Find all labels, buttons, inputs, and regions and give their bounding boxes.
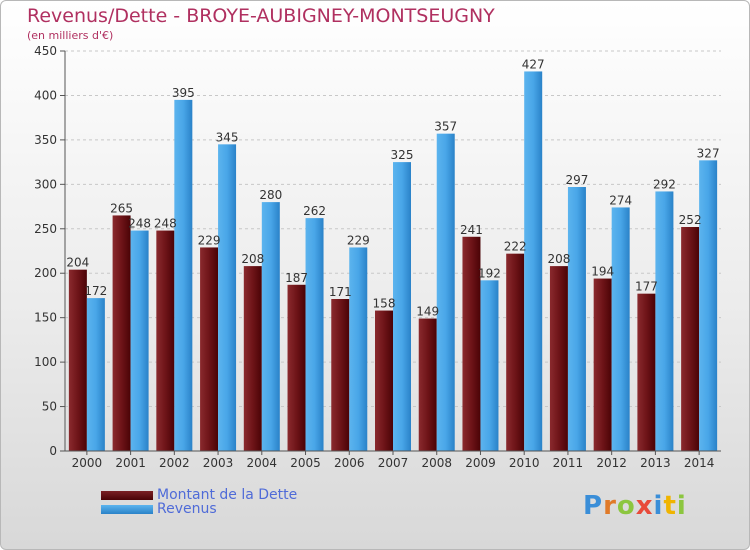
bar-revenus [174, 99, 193, 451]
data-label-dette: 177 [635, 280, 658, 294]
x-tick-label: 2013 [640, 456, 671, 470]
bar-dette [156, 230, 175, 451]
data-label-dette: 187 [285, 271, 308, 285]
data-label-revenus: 395 [172, 86, 195, 100]
bar-revenus [130, 230, 149, 451]
legend-label-revenus: Revenus [157, 501, 217, 517]
y-tick-label: 300 [34, 177, 57, 191]
data-label-revenus: 262 [303, 204, 326, 218]
data-label-dette: 222 [504, 240, 527, 254]
bar-dette [243, 266, 262, 451]
y-tick-label: 450 [34, 44, 57, 58]
data-label-dette: 194 [591, 265, 614, 279]
bar-revenus [349, 247, 368, 451]
data-label-dette: 158 [373, 297, 396, 311]
bar-revenus [86, 298, 105, 451]
data-label-dette: 171 [329, 285, 352, 299]
y-tick-label: 150 [34, 311, 57, 325]
data-label-revenus: 297 [565, 173, 588, 187]
data-label-revenus: 280 [259, 188, 282, 202]
data-label-dette: 149 [416, 305, 439, 319]
x-tick-label: 2001 [115, 456, 146, 470]
data-label-revenus: 172 [84, 284, 107, 298]
bar-revenus [218, 144, 237, 452]
data-label-dette: 248 [154, 217, 177, 231]
x-tick-label: 2007 [378, 456, 409, 470]
bar-dette [593, 278, 612, 451]
bar-revenus [611, 207, 630, 451]
x-tick-label: 2003 [203, 456, 234, 470]
x-tick-label: 2005 [290, 456, 321, 470]
bar-dette [68, 269, 87, 451]
chart-title: Revenus/Dette - BROYE-AUBIGNEY-MONTSEUGN… [27, 5, 495, 27]
data-label-dette: 204 [66, 256, 89, 270]
data-label-dette: 241 [460, 223, 483, 237]
data-label-revenus: 327 [697, 146, 720, 160]
bar-dette [506, 253, 525, 451]
x-tick-label: 2004 [247, 456, 278, 470]
data-label-revenus: 292 [653, 177, 676, 191]
bar-dette [112, 215, 131, 451]
x-tick-label: 2008 [421, 456, 452, 470]
y-tick-label: 400 [34, 88, 57, 102]
y-tick-label: 350 [34, 133, 57, 147]
bar-dette [287, 284, 306, 451]
y-tick-label: 200 [34, 266, 57, 280]
chart-subtitle: (en milliers d'€) [27, 29, 114, 42]
y-tick-label: 100 [34, 355, 57, 369]
y-tick-label: 250 [34, 222, 57, 236]
bar-dette [200, 247, 219, 451]
bar-revenus [699, 160, 718, 452]
bar-dette [331, 299, 350, 451]
data-label-revenus: 345 [216, 130, 239, 144]
bar-dette [418, 318, 437, 451]
bar-revenus [436, 133, 455, 451]
bar-revenus [261, 202, 280, 451]
bar-revenus [393, 162, 411, 451]
proxiti-logo: Proxiti [583, 491, 687, 521]
legend-swatch-revenus [101, 504, 153, 514]
legend-item-dette: Montant de la Dette [101, 487, 298, 503]
x-tick-label: 2014 [684, 456, 715, 470]
x-tick-label: 2009 [465, 456, 496, 470]
bar-dette [637, 293, 656, 451]
bar-dette [681, 227, 700, 451]
bar-dette [462, 236, 481, 451]
bar-revenus [567, 187, 586, 451]
data-label-revenus: 325 [391, 148, 414, 162]
x-tick-label: 2012 [596, 456, 627, 470]
x-tick-label: 2002 [159, 456, 190, 470]
data-label-revenus: 248 [128, 217, 151, 231]
x-tick-label: 2006 [334, 456, 365, 470]
data-label-dette: 252 [679, 213, 702, 227]
y-tick-label: 50 [42, 400, 57, 414]
data-label-dette: 208 [547, 252, 570, 266]
data-label-dette: 229 [198, 233, 221, 247]
bar-revenus [305, 218, 324, 451]
data-label-revenus: 357 [434, 120, 457, 134]
bar-dette [549, 266, 568, 451]
legend-item-revenus: Revenus [101, 501, 217, 517]
data-label-dette: 208 [241, 252, 264, 266]
data-label-revenus: 192 [478, 266, 501, 280]
data-label-revenus: 427 [522, 57, 545, 71]
legend-label-dette: Montant de la Dette [157, 487, 298, 503]
bar-dette [375, 310, 393, 451]
data-label-dette: 265 [110, 201, 133, 215]
data-label-revenus: 274 [609, 193, 632, 207]
bar-revenus [655, 191, 674, 451]
y-tick-label: 0 [49, 444, 57, 458]
bar-revenus [480, 280, 499, 451]
legend-swatch-dette [101, 490, 153, 500]
x-tick-label: 2000 [72, 456, 103, 470]
x-tick-label: 2011 [553, 456, 584, 470]
bar-revenus [524, 71, 543, 451]
data-label-revenus: 229 [347, 233, 370, 247]
x-tick-label: 2010 [509, 456, 540, 470]
